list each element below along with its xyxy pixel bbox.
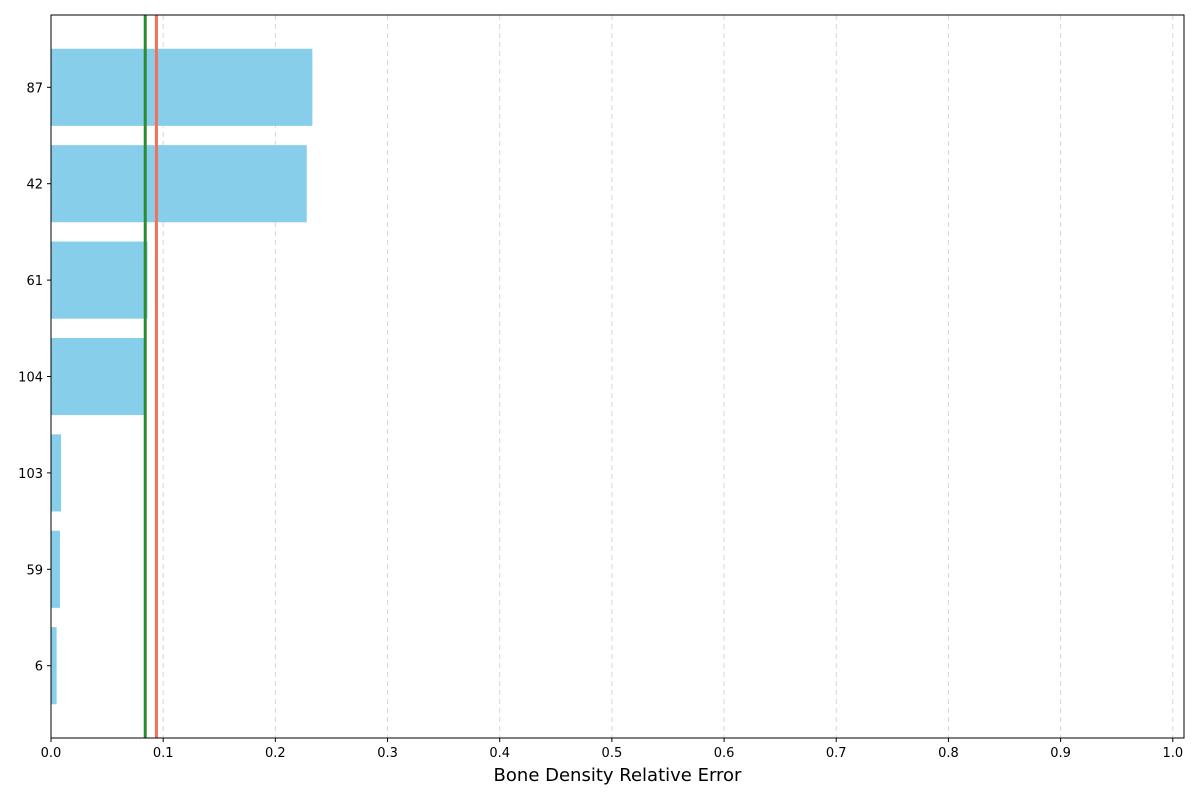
bar-103 (51, 434, 62, 512)
x-tick-label: 0.4 (489, 746, 510, 761)
bar-104 (51, 337, 145, 416)
y-axis-ticks: 6 59 103 104 61 42 87 (18, 81, 51, 675)
x-axis-title: Bone Density Relative Error (494, 765, 743, 786)
x-tick-label: 0.3 (377, 746, 398, 761)
y-tick-label: 42 (26, 178, 43, 193)
grid-lines (50, 15, 1174, 738)
x-axis-ticks: 0.0 0.1 0.2 0.3 0.4 0.5 0.6 0.7 0.8 0.9 1.0 (41, 738, 1183, 761)
bar-59 (51, 530, 60, 608)
y-tick-label: 59 (26, 563, 43, 578)
reference-lines (143, 15, 158, 738)
x-tick-label: 0.2 (265, 746, 286, 761)
x-tick-label: 1.0 (1162, 746, 1183, 761)
x-tick-label: 0.8 (938, 746, 959, 761)
y-tick-label: 61 (26, 274, 43, 289)
bar-6 (51, 627, 57, 705)
x-tick-label: 0.0 (41, 746, 62, 761)
y-tick-label: 104 (18, 371, 43, 386)
y-tick-label: 6 (35, 660, 43, 675)
y-tick-label: 87 (26, 81, 43, 96)
bars (51, 48, 313, 705)
x-tick-label: 0.9 (1050, 746, 1071, 761)
bar-42 (51, 145, 307, 223)
bar-87 (51, 48, 313, 126)
x-tick-label: 0.7 (826, 746, 847, 761)
x-tick-label: 0.1 (153, 746, 174, 761)
y-tick-label: 103 (18, 467, 43, 482)
x-tick-label: 0.5 (602, 746, 623, 761)
x-tick-label: 0.6 (714, 746, 735, 761)
bar-61 (51, 241, 148, 319)
